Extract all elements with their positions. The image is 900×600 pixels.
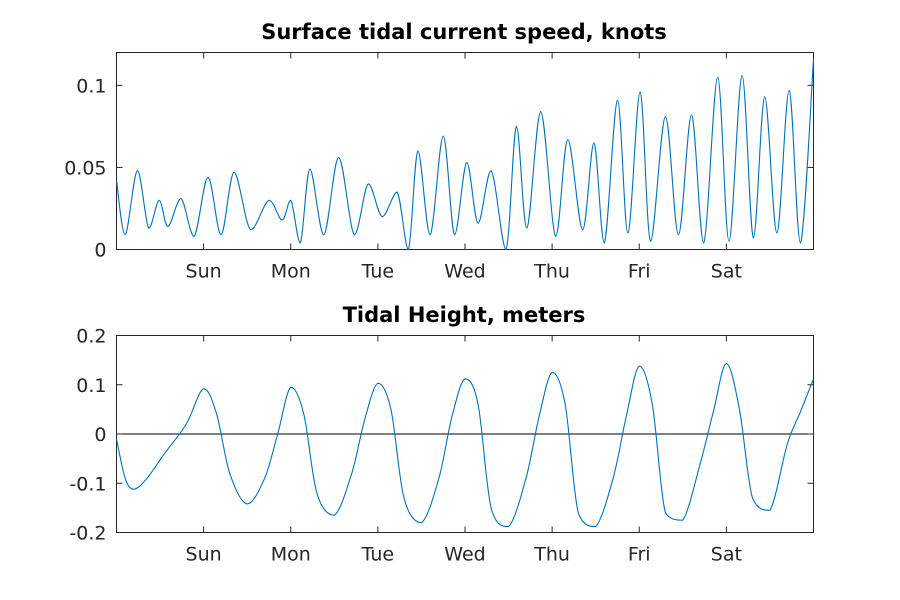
height-ytick-label: 0.2 [76, 326, 106, 348]
height-xtick-label: Fri [628, 544, 651, 566]
height-xtick-label: Mon [271, 544, 311, 566]
height-y-axis: -0.2 -0.1 0 0.1 0.2 [69, 326, 814, 545]
height-series-line [115, 363, 815, 528]
height-ytick-label: 0.1 [76, 375, 106, 397]
height-ytick-label: 0 [94, 424, 106, 446]
height-ytick-label: -0.1 [69, 473, 106, 495]
height-ytick-label: -0.2 [69, 523, 106, 545]
height-x-axis: Sun Mon Tue Wed Thu Fri Sat [186, 335, 742, 566]
height-chart: Tidal Height, meters -0.2 -0.1 0 0.1 0.2 Sun… [69, 303, 815, 566]
speed-chart-title: Surface tidal current speed, knots [261, 20, 667, 44]
speed-xtick-label: Sat [711, 261, 742, 283]
speed-xtick-label: Wed [444, 261, 485, 283]
height-chart-title: Tidal Height, meters [343, 303, 586, 327]
height-xtick-label: Thu [533, 544, 570, 566]
speed-x-axis: Sun Mon Tue Wed Thu Fri Sat [186, 52, 742, 283]
speed-xtick-label: Thu [533, 261, 570, 283]
speed-xtick-label: Mon [271, 261, 311, 283]
speed-ytick-label: 0.05 [64, 157, 106, 179]
speed-ytick-label: 0.1 [76, 75, 106, 97]
speed-xtick-label: Tue [361, 261, 394, 283]
height-xtick-label: Sun [186, 544, 222, 566]
height-xtick-label: Tue [361, 544, 394, 566]
height-xtick-label: Sat [711, 544, 742, 566]
speed-xtick-label: Fri [628, 261, 651, 283]
speed-xtick-label: Sun [186, 261, 222, 283]
speed-y-axis: 0 0.05 0.1 [64, 75, 814, 262]
height-xtick-label: Wed [444, 544, 485, 566]
speed-series-line [115, 59, 815, 251]
speed-chart: Surface tidal current speed, knots 0 0.05… [64, 20, 815, 283]
speed-ytick-label: 0 [94, 240, 106, 262]
